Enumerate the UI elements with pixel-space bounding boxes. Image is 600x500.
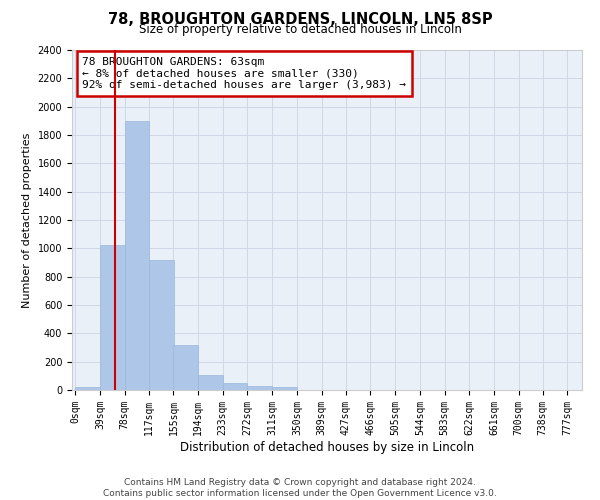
Text: Size of property relative to detached houses in Lincoln: Size of property relative to detached ho… [139, 22, 461, 36]
Text: Contains HM Land Registry data © Crown copyright and database right 2024.
Contai: Contains HM Land Registry data © Crown c… [103, 478, 497, 498]
Bar [125, 121, 149, 390]
Bar [198, 375, 223, 390]
Bar [223, 383, 247, 390]
Text: 78, BROUGHTON GARDENS, LINCOLN, LN5 8SP: 78, BROUGHTON GARDENS, LINCOLN, LN5 8SP [107, 12, 493, 28]
Text: 78 BROUGHTON GARDENS: 63sqm
← 8% of detached houses are smaller (330)
92% of sem: 78 BROUGHTON GARDENS: 63sqm ← 8% of deta… [82, 57, 406, 90]
Bar [149, 260, 174, 390]
Bar [100, 245, 125, 390]
Bar [247, 386, 272, 390]
X-axis label: Distribution of detached houses by size in Lincoln: Distribution of detached houses by size … [180, 440, 474, 454]
Bar [173, 344, 198, 390]
Bar [75, 387, 100, 390]
Bar [272, 387, 297, 390]
Y-axis label: Number of detached properties: Number of detached properties [22, 132, 32, 308]
